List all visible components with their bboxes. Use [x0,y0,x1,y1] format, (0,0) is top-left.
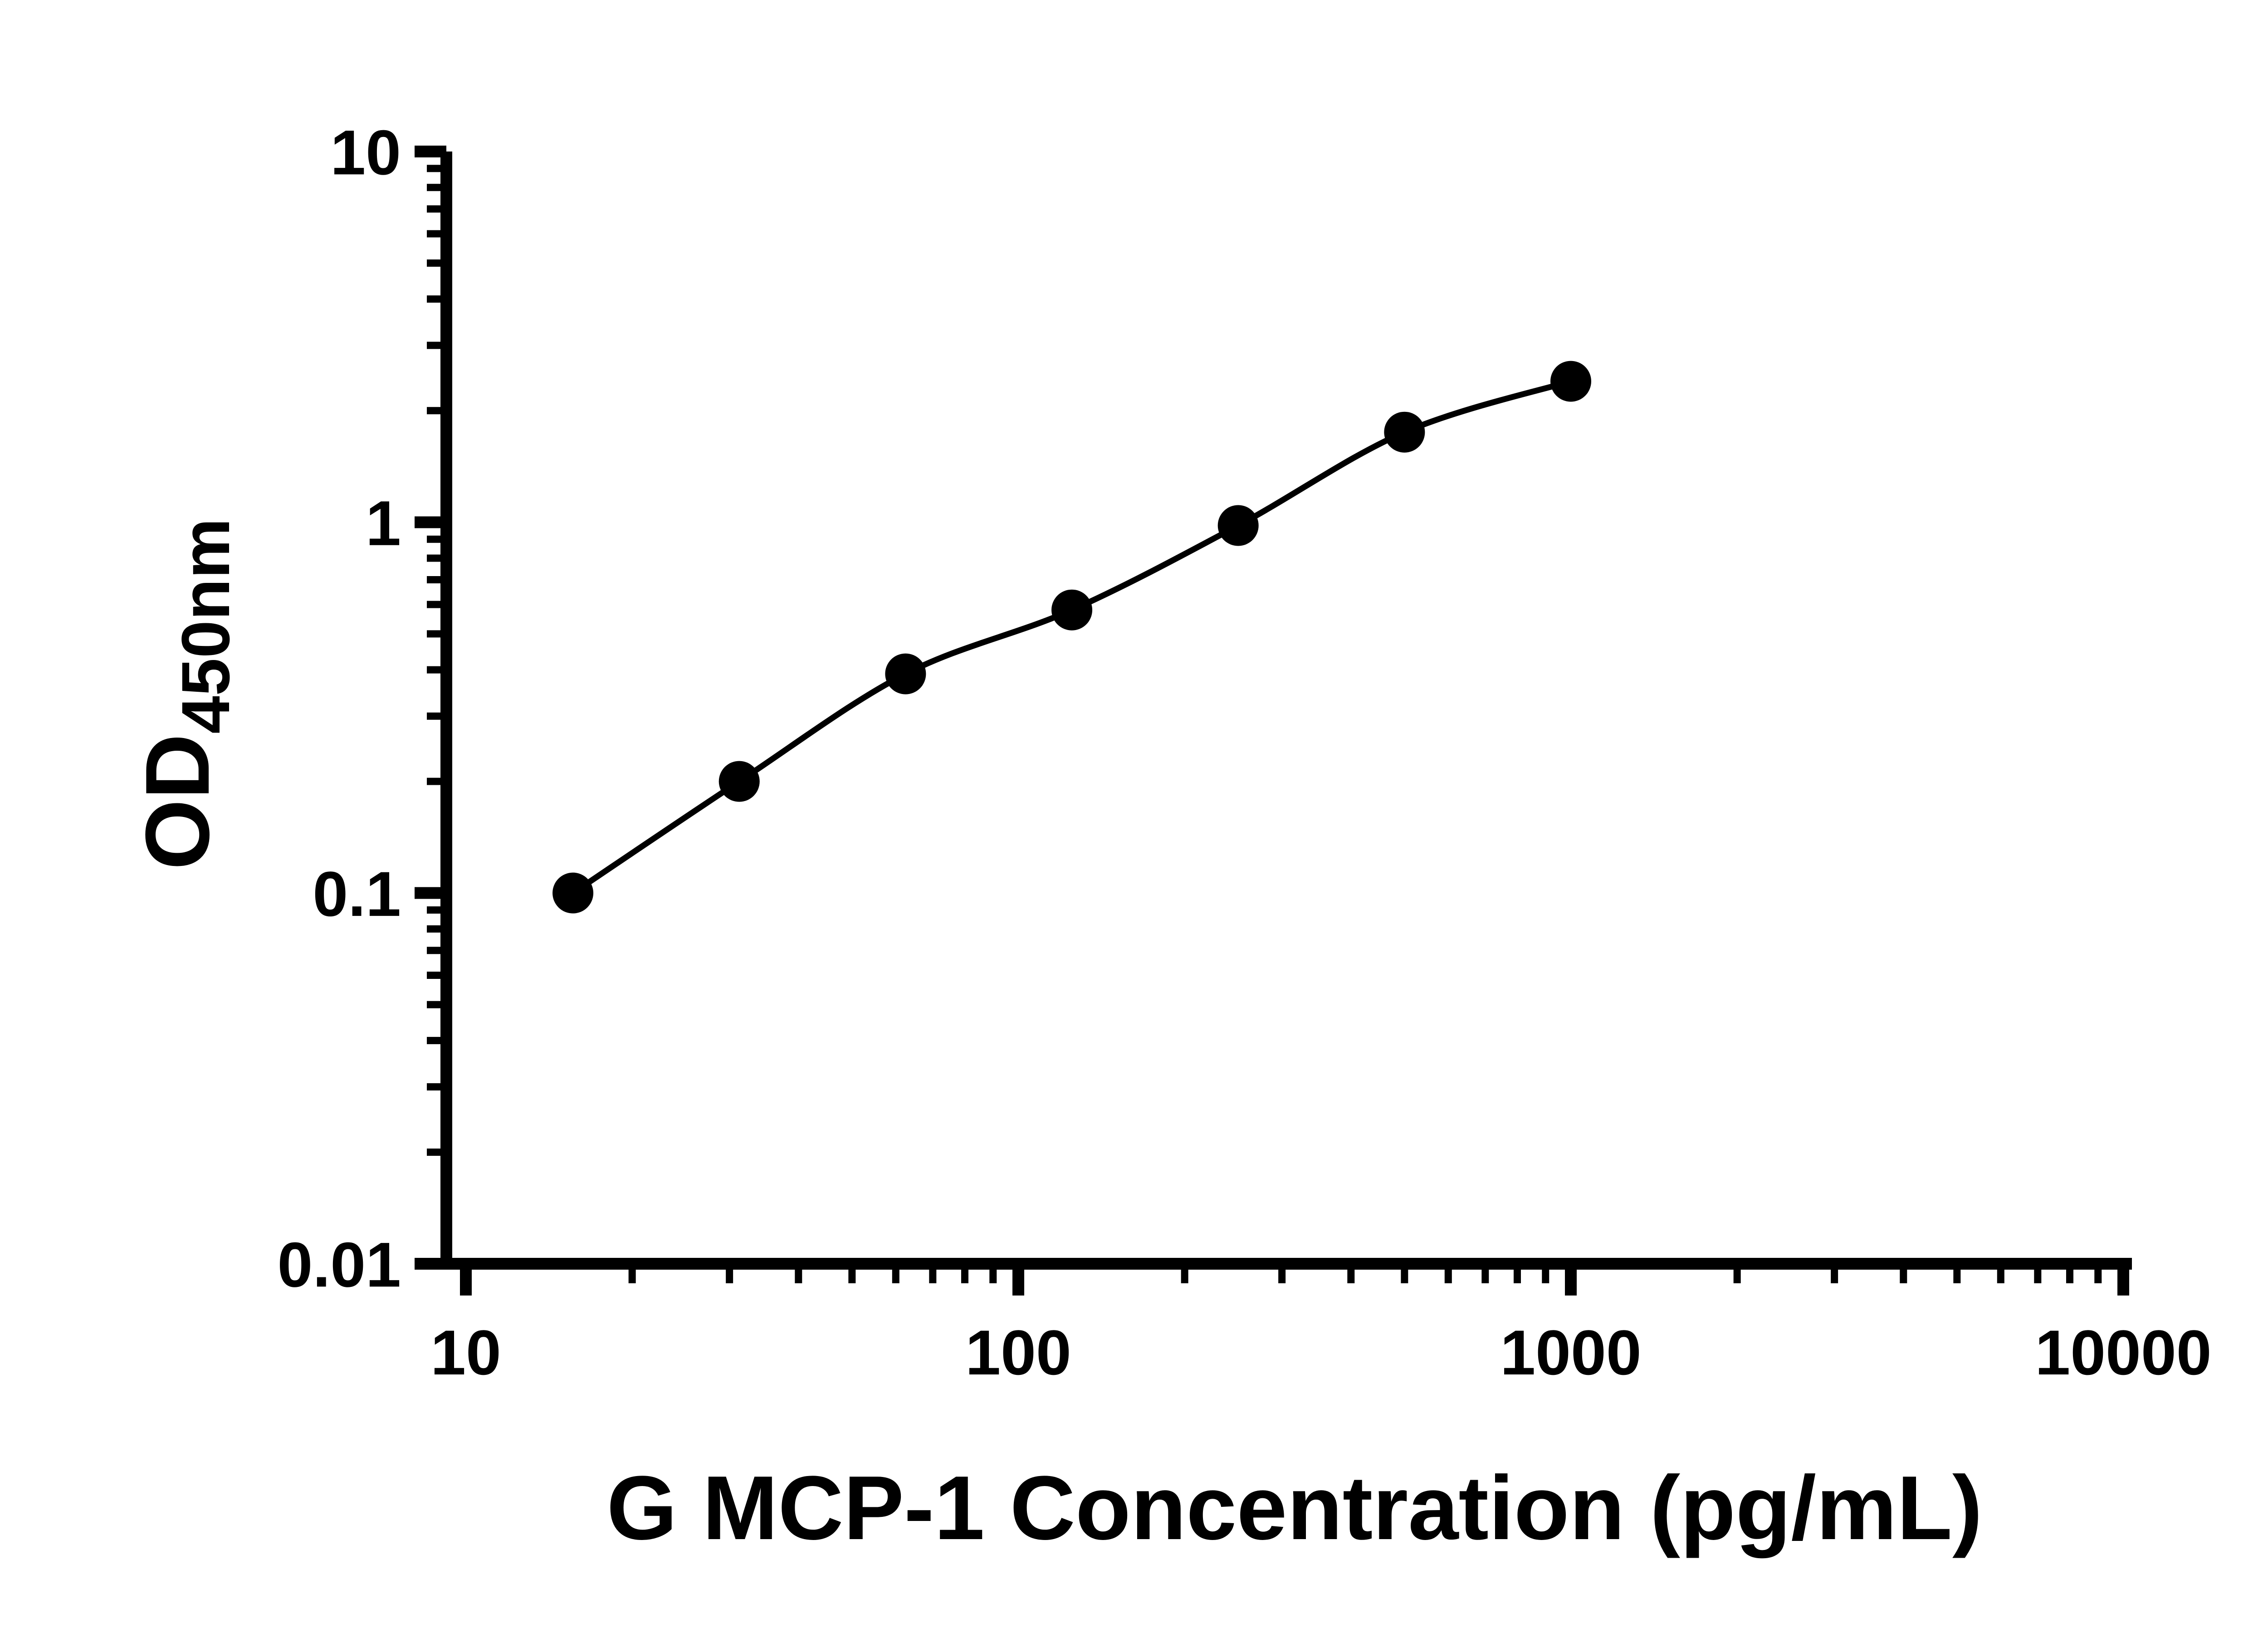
axis-lines [440,152,2132,1270]
x-tick-label: 10000 [2035,1317,2211,1388]
y-axis-title: OD450nm [127,518,244,870]
y-tick-label: 1 [366,488,401,559]
y-tick-label: 10 [330,117,401,188]
data-point [1217,505,1259,546]
standard-curve-line [571,378,1572,896]
y-tick-label: 0.01 [278,1229,401,1300]
axes [440,152,2132,1270]
data-point [552,872,594,914]
data-point [885,653,926,694]
tick-marks [415,146,2129,1296]
x-tick-label: 100 [965,1317,1071,1388]
tick-labels: 10 1 0.1 0.01 10 100 1000 10000 [278,117,2212,1388]
data-point [719,761,760,802]
x-tick-label: 1000 [1500,1317,1641,1388]
data-point [1550,361,1591,402]
x-axis-title: G MCP-1 Concentration (pg/mL) [606,1457,1982,1559]
data-point [1384,411,1425,453]
x-tick-label: 10 [430,1317,501,1388]
series-standard-curve [552,361,1591,914]
data-point [1051,589,1093,631]
y-tick-label: 0.1 [313,858,401,929]
